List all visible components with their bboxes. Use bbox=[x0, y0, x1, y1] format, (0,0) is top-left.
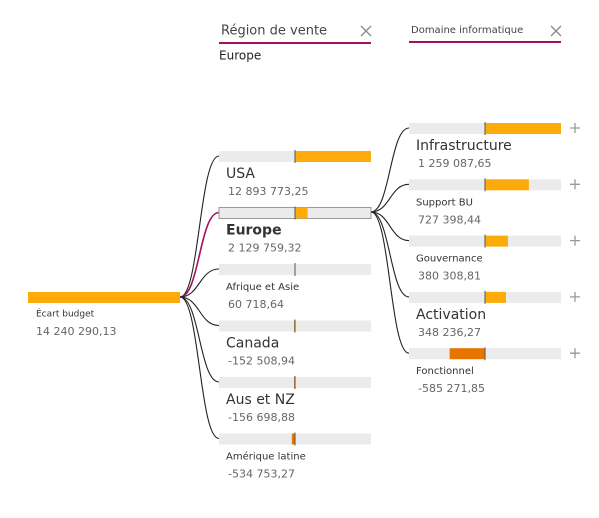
node-label[interactable]: Amérique latine bbox=[226, 451, 306, 463]
node-value: 727 398,44 bbox=[418, 213, 481, 226]
node-label[interactable]: Activation bbox=[416, 307, 486, 323]
node-value: 348 236,27 bbox=[418, 326, 481, 339]
connector bbox=[180, 297, 219, 439]
node-value: -152 508,94 bbox=[228, 355, 295, 368]
connector bbox=[180, 156, 219, 297]
node-label[interactable]: Aus et NZ bbox=[226, 392, 295, 408]
node-value: 2 129 759,32 bbox=[228, 242, 301, 255]
remove-level-button[interactable] bbox=[551, 26, 561, 36]
node-value: -585 271,85 bbox=[418, 382, 485, 395]
node-value: 380 308,81 bbox=[418, 270, 481, 283]
node-label[interactable]: USA bbox=[226, 166, 255, 182]
expand-button[interactable] bbox=[570, 179, 580, 189]
node-value: 12 893 773,25 bbox=[228, 185, 308, 198]
node-label[interactable]: Fonctionnel bbox=[416, 366, 474, 377]
connector bbox=[371, 212, 409, 353]
remove-level-button[interactable] bbox=[361, 26, 371, 36]
node-value: 60 718,64 bbox=[228, 298, 284, 311]
bar bbox=[485, 292, 506, 303]
bar bbox=[485, 236, 508, 247]
node-label: Écart budget bbox=[36, 308, 95, 320]
connector bbox=[371, 184, 409, 212]
bar bbox=[295, 151, 371, 162]
node-value: -156 698,88 bbox=[228, 411, 295, 424]
level-selection: Europe bbox=[219, 49, 261, 63]
node-value: -534 753,27 bbox=[228, 468, 295, 481]
node-label[interactable]: Afrique et Asie bbox=[226, 282, 299, 293]
level-header: Région de vente bbox=[221, 24, 327, 39]
level-header: Domaine informatique bbox=[411, 25, 523, 36]
root-bar bbox=[28, 292, 180, 303]
node-label[interactable]: Canada bbox=[226, 336, 279, 352]
node-label[interactable]: Europe bbox=[226, 223, 282, 239]
bar bbox=[485, 179, 529, 190]
connector bbox=[371, 128, 409, 212]
expand-button[interactable] bbox=[570, 348, 580, 358]
expand-button[interactable] bbox=[570, 292, 580, 302]
bar bbox=[450, 348, 485, 359]
bar bbox=[485, 123, 561, 134]
expand-button[interactable] bbox=[570, 236, 580, 246]
bar bbox=[295, 208, 308, 219]
node-value: 14 240 290,13 bbox=[36, 325, 116, 338]
node-label[interactable]: Support BU bbox=[416, 197, 473, 208]
node-value: 1 259 087,65 bbox=[418, 157, 491, 170]
node-label[interactable]: Gouvernance bbox=[416, 254, 483, 265]
node-label[interactable]: Infrastructure bbox=[416, 138, 512, 154]
expand-button[interactable] bbox=[570, 123, 580, 133]
